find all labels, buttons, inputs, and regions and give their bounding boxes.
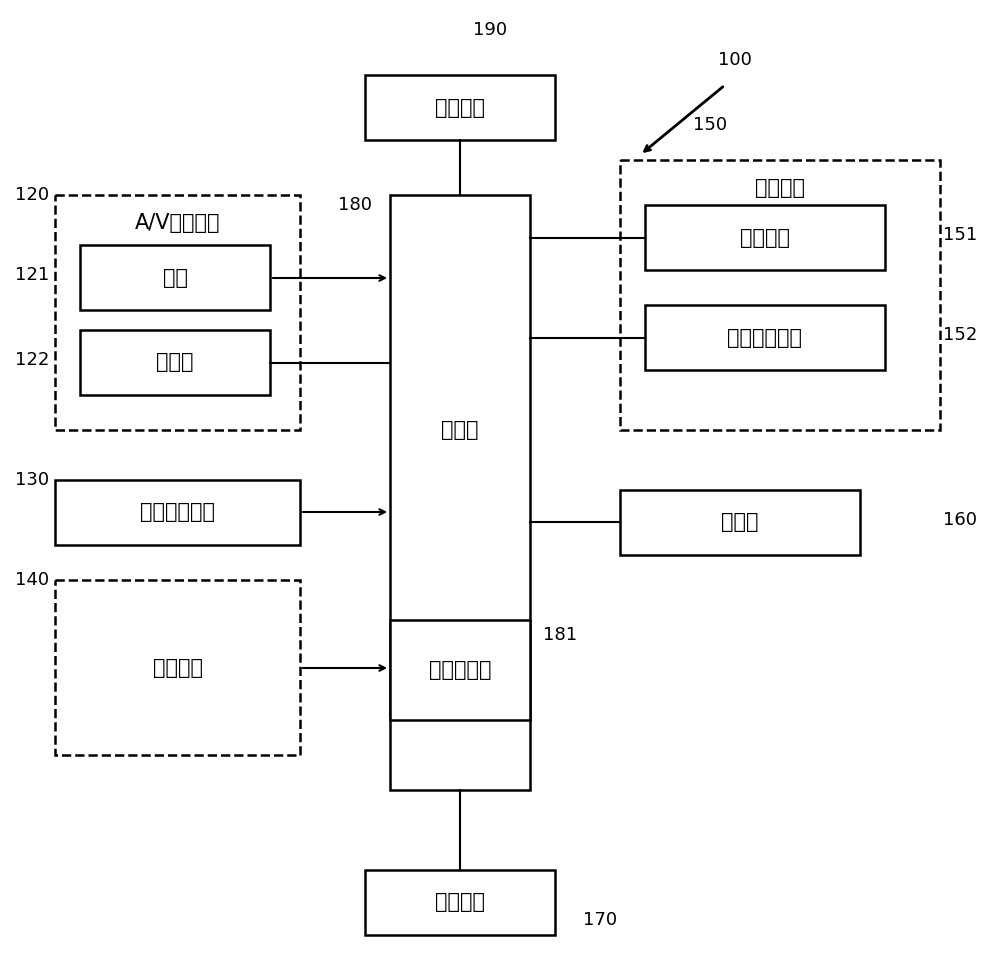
Text: 接口单元: 接口单元 (435, 893, 485, 913)
Bar (55, 195, 300, 430)
Text: 存储器: 存储器 (721, 513, 759, 532)
Bar (80, 330, 270, 395)
Text: 音频输出模块: 音频输出模块 (728, 327, 802, 348)
Text: 181: 181 (543, 626, 577, 644)
Bar (620, 490, 860, 555)
Bar (390, 195, 530, 790)
Bar (390, 620, 530, 720)
Text: 152: 152 (943, 326, 977, 344)
Text: 麦克风: 麦克风 (156, 353, 194, 373)
Bar (645, 205, 885, 270)
Text: 多媒体模块: 多媒体模块 (429, 660, 491, 680)
Text: 感测单元: 感测单元 (152, 658, 202, 677)
Text: 190: 190 (473, 21, 507, 39)
Text: 照相: 照相 (162, 268, 188, 288)
Text: 控制器: 控制器 (441, 420, 479, 440)
Text: 150: 150 (693, 116, 727, 134)
Bar (55, 480, 300, 545)
Text: 151: 151 (943, 226, 977, 244)
Text: 170: 170 (583, 911, 617, 929)
Text: 用户输入单元: 用户输入单元 (140, 502, 215, 523)
Bar (365, 75, 555, 140)
Text: 121: 121 (15, 266, 49, 284)
Text: 130: 130 (15, 471, 49, 489)
Text: 122: 122 (15, 351, 49, 369)
Text: 输出单元: 输出单元 (755, 178, 805, 198)
Bar (80, 245, 270, 310)
Text: 140: 140 (15, 571, 49, 589)
Bar (365, 870, 555, 935)
Text: 180: 180 (338, 196, 372, 214)
Bar (645, 305, 885, 370)
Text: 120: 120 (15, 186, 49, 204)
Text: A/V输入单元: A/V输入单元 (135, 213, 220, 233)
Text: 160: 160 (943, 511, 977, 529)
Bar (55, 580, 300, 755)
Bar (620, 160, 940, 430)
Text: 100: 100 (718, 51, 752, 69)
Text: 显示单元: 显示单元 (740, 228, 790, 247)
Text: 电源单元: 电源单元 (435, 98, 485, 118)
